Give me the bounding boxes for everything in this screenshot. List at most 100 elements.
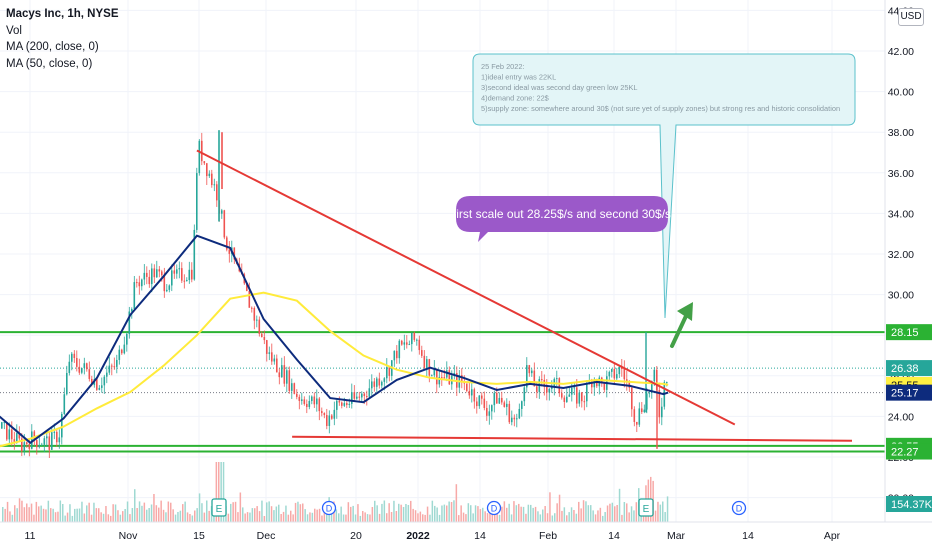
- volume-bar: [155, 505, 158, 522]
- volume-bar: [40, 505, 42, 522]
- volume-bar: [347, 502, 350, 522]
- candle-body: [388, 367, 391, 376]
- legend-ma200[interactable]: MA (200, close, 0): [6, 41, 99, 53]
- candle-body: [401, 340, 403, 345]
- volume-bar: [309, 512, 311, 522]
- earnings-marker-icon[interactable]: E: [211, 498, 227, 517]
- candle-body: [311, 396, 313, 401]
- volume-bar: [465, 514, 467, 522]
- volume-bar: [172, 509, 174, 522]
- callout-bubble[interactable]: first scale out 28.25$/s and second 30$/…: [453, 196, 671, 242]
- volume-bar: [256, 506, 258, 522]
- candle-body: [253, 308, 256, 321]
- candle-body: [366, 396, 368, 398]
- candle-body: [78, 366, 81, 373]
- candle-body: [568, 394, 571, 397]
- volume-bar: [297, 501, 299, 522]
- candle-body: [338, 400, 341, 403]
- volume-bar: [573, 510, 575, 522]
- candle-body: [233, 247, 236, 260]
- volume-bar: [321, 515, 323, 522]
- candle-body: [193, 229, 196, 280]
- volume-bar: [422, 514, 424, 522]
- candle-body: [661, 406, 663, 418]
- candle-body: [303, 399, 306, 404]
- volume-bar: [635, 502, 638, 522]
- candle-body: [333, 409, 336, 419]
- volume-bar: [242, 507, 244, 522]
- time-axis[interactable]: 11 Nov 15 Dec 20 2022 14 Feb 14 Mar 14 Apr: [0, 521, 932, 542]
- volume-bar: [570, 507, 573, 522]
- candle-body: [86, 363, 88, 370]
- time-tick: 20: [350, 530, 362, 542]
- candle-body: [203, 161, 206, 164]
- candle-body: [81, 367, 83, 373]
- volume-bar: [311, 512, 314, 522]
- dividend-marker-icon[interactable]: D: [731, 500, 747, 516]
- volume-bar: [227, 513, 230, 522]
- volume-bar: [57, 511, 59, 522]
- candle-body: [126, 333, 128, 345]
- dividend-marker-icon[interactable]: D: [321, 500, 337, 516]
- candle-body: [298, 396, 301, 401]
- volume-bar: [138, 501, 141, 522]
- candle-body: [631, 387, 633, 410]
- volume-bar: [191, 515, 194, 522]
- note-line: 25 Feb 2022:: [481, 62, 525, 71]
- volume-bar: [21, 500, 23, 522]
- legend-vol[interactable]: Vol: [6, 24, 22, 37]
- price-label: 22.27: [891, 447, 919, 459]
- volume-bar: [371, 507, 374, 522]
- volume-bar: [179, 510, 182, 522]
- candle-body: [201, 140, 203, 162]
- candle-body: [293, 383, 296, 394]
- candle-body: [581, 392, 583, 402]
- currency-button[interactable]: USD: [898, 8, 924, 26]
- volume-bar: [254, 508, 256, 522]
- candle-body: [508, 403, 511, 423]
- volume-bars: [2, 462, 669, 522]
- earnings-marker-icon[interactable]: E: [638, 498, 654, 517]
- volume-bar: [246, 512, 249, 522]
- candle-body: [123, 344, 126, 354]
- candle-body: [373, 381, 376, 387]
- candle-body: [376, 378, 378, 387]
- volume-bar: [398, 503, 400, 522]
- candle-body: [328, 415, 331, 426]
- price-tick: 32.00: [888, 249, 914, 261]
- ma50-line: [0, 234, 669, 445]
- candle-body: [418, 339, 421, 351]
- volume-bar: [33, 514, 35, 522]
- legend-ma50[interactable]: MA (50, close, 0): [6, 57, 93, 70]
- candle-body: [641, 408, 643, 413]
- note-line: 3)second ideal was second day green low …: [481, 83, 638, 92]
- annotations[interactable]: 25 Feb 2022: 1)ideal entry was 22KL3)seco…: [453, 53, 856, 319]
- dividend-marker-icon[interactable]: D: [486, 500, 502, 516]
- volume-bar: [359, 515, 362, 522]
- volume-bar: [38, 506, 40, 522]
- drawing-tools[interactable]: [196, 149, 853, 442]
- volume-bar: [407, 505, 410, 522]
- volume-bar: [47, 500, 50, 522]
- candle-body: [603, 382, 606, 390]
- symbol-title[interactable]: Macys Inc, 1h, NYSE: [6, 8, 119, 20]
- candle-body: [31, 431, 33, 449]
- volume-bar: [453, 500, 455, 522]
- note-box[interactable]: 25 Feb 2022: 1)ideal entry was 22KL3)seco…: [472, 53, 856, 319]
- candle-body: [473, 389, 476, 402]
- volume-bar: [503, 501, 506, 522]
- candle-body: [666, 382, 668, 384]
- price-axis[interactable]: 44.0042.0040.0038.0036.0034.0032.0030.00…: [884, 0, 932, 522]
- volume-bar: [388, 503, 390, 522]
- candle-body: [246, 283, 248, 291]
- volume-bar: [402, 507, 405, 522]
- volume-bar: [578, 501, 580, 522]
- candle-body: [156, 269, 158, 278]
- note-line: 1)ideal entry was 22KL: [481, 73, 556, 82]
- price-tick: 30.00: [888, 290, 914, 302]
- event-markers[interactable]: E ED D D: [211, 498, 747, 517]
- candle-body: [438, 376, 441, 385]
- candle-body: [101, 385, 103, 388]
- candle-body: [33, 431, 36, 441]
